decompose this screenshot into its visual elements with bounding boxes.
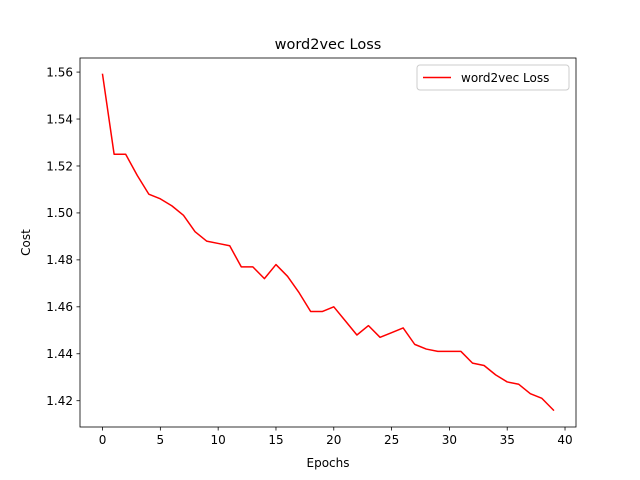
- x-tick-label: 20: [326, 433, 341, 447]
- y-tick-label: 1.44: [46, 347, 73, 361]
- y-tick-label: 1.52: [46, 159, 73, 173]
- y-tick-label: 1.56: [46, 65, 73, 79]
- x-tick-label: 15: [268, 433, 283, 447]
- y-tick-label: 1.46: [46, 300, 73, 314]
- series-layer: [101, 73, 555, 412]
- x-axis-label: Epochs: [307, 456, 350, 470]
- y-tick-label: 1.50: [46, 206, 73, 220]
- chart-title: word2vec Loss: [275, 37, 382, 53]
- y-tick-label: 1.54: [46, 112, 73, 126]
- x-tick-label: 35: [500, 433, 515, 447]
- x-tick-label: 5: [157, 433, 165, 447]
- ticks-layer: 0 5 10 15 20 25 30 35 40 1.42 1.44 1.46 1.48 1.50 1.52…: [46, 65, 572, 447]
- x-tick-label: 40: [557, 433, 572, 447]
- x-tick-label: 25: [384, 433, 399, 447]
- y-tick-label: 1.42: [46, 394, 73, 408]
- x-tick-label: 10: [211, 433, 226, 447]
- y-axis-label: Cost: [19, 229, 33, 256]
- plot-area-frame: [79, 57, 577, 428]
- legend: word2vec Loss: [416, 64, 570, 91]
- x-tick-label: 30: [442, 433, 457, 447]
- x-tick-label: 0: [99, 433, 107, 447]
- legend-box: [416, 64, 570, 91]
- series-line: [101, 73, 555, 412]
- legend-entry-label: word2vec Loss: [461, 71, 549, 85]
- y-tick-label: 1.48: [46, 253, 73, 267]
